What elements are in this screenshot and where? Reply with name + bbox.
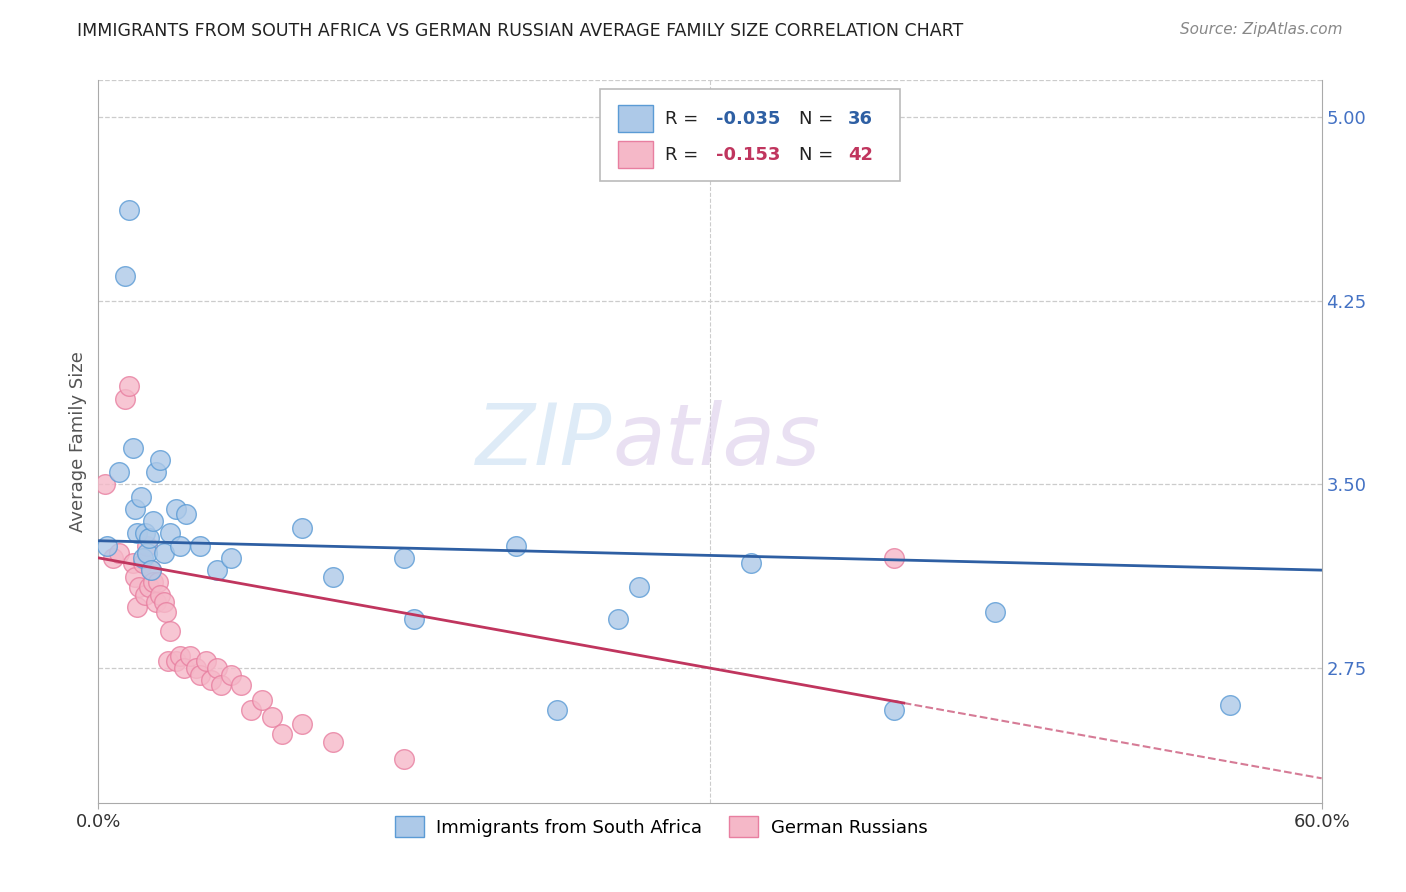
Point <box>607 612 630 626</box>
Point <box>122 441 145 455</box>
Point <box>159 526 181 541</box>
Text: 42: 42 <box>848 145 873 164</box>
Point <box>165 654 187 668</box>
Point <box>205 661 228 675</box>
Point <box>883 703 905 717</box>
Point <box>149 453 172 467</box>
Text: atlas: atlas <box>612 400 820 483</box>
FancyBboxPatch shape <box>619 105 652 132</box>
Y-axis label: Average Family Size: Average Family Size <box>69 351 87 532</box>
Point <box>392 752 416 766</box>
Point <box>209 678 232 692</box>
Text: R =: R = <box>665 110 697 128</box>
Point <box>291 717 314 731</box>
Text: -0.153: -0.153 <box>716 145 780 164</box>
Point <box>132 556 155 570</box>
Point <box>127 599 149 614</box>
Point <box>179 648 201 663</box>
Point <box>188 539 212 553</box>
Point <box>101 550 124 565</box>
Point <box>260 710 283 724</box>
Text: Source: ZipAtlas.com: Source: ZipAtlas.com <box>1180 22 1343 37</box>
Point <box>392 550 416 565</box>
Point <box>141 563 163 577</box>
Point <box>404 612 426 626</box>
Point <box>270 727 294 741</box>
Point <box>152 595 174 609</box>
Point <box>250 693 273 707</box>
Point <box>322 734 344 748</box>
FancyBboxPatch shape <box>600 89 900 181</box>
Point <box>136 539 159 553</box>
Text: N =: N = <box>800 110 834 128</box>
Point <box>205 563 228 577</box>
Point <box>546 703 568 717</box>
Point <box>114 269 136 284</box>
Point <box>173 661 195 675</box>
Point <box>240 703 263 717</box>
Point <box>145 465 167 479</box>
Point <box>134 526 156 541</box>
Point <box>145 595 167 609</box>
Legend: Immigrants from South Africa, German Russians: Immigrants from South Africa, German Rus… <box>388 809 935 845</box>
Point <box>322 570 344 584</box>
Point <box>142 575 165 590</box>
Point <box>165 502 187 516</box>
Text: R =: R = <box>665 145 697 164</box>
Point <box>134 588 156 602</box>
Point <box>138 580 160 594</box>
Point <box>124 570 146 584</box>
Text: N =: N = <box>800 145 834 164</box>
Point <box>108 465 131 479</box>
Point <box>146 575 169 590</box>
Point <box>149 588 172 602</box>
Point <box>118 203 141 218</box>
Text: 36: 36 <box>848 110 873 128</box>
Point <box>219 550 242 565</box>
Point <box>155 605 177 619</box>
Point <box>883 550 905 565</box>
Point <box>186 661 208 675</box>
Point <box>127 526 149 541</box>
Point <box>200 673 222 688</box>
Point <box>1219 698 1241 712</box>
Point <box>96 539 118 553</box>
Point <box>231 678 253 692</box>
Point <box>93 477 115 491</box>
Point <box>129 490 152 504</box>
Point <box>156 654 179 668</box>
Point <box>188 668 212 682</box>
Point <box>141 563 163 577</box>
Point <box>159 624 181 639</box>
Point <box>138 531 160 545</box>
Point <box>219 668 242 682</box>
Point <box>984 605 1007 619</box>
Point <box>132 550 155 565</box>
Point <box>114 392 136 406</box>
Text: IMMIGRANTS FROM SOUTH AFRICA VS GERMAN RUSSIAN AVERAGE FAMILY SIZE CORRELATION C: IMMIGRANTS FROM SOUTH AFRICA VS GERMAN R… <box>77 22 963 40</box>
Point <box>505 539 527 553</box>
Point <box>195 654 218 668</box>
Point <box>108 546 131 560</box>
Point <box>142 514 165 528</box>
Point <box>627 580 650 594</box>
Point <box>118 379 141 393</box>
Point <box>128 580 150 594</box>
Text: -0.035: -0.035 <box>716 110 780 128</box>
Point <box>169 648 191 663</box>
Point <box>291 521 314 535</box>
Text: ZIP: ZIP <box>475 400 612 483</box>
Point <box>169 539 191 553</box>
Point <box>174 507 197 521</box>
Point <box>136 546 159 560</box>
Point <box>122 556 145 570</box>
Point <box>152 546 174 560</box>
FancyBboxPatch shape <box>619 141 652 169</box>
Point <box>124 502 146 516</box>
Point <box>740 556 762 570</box>
